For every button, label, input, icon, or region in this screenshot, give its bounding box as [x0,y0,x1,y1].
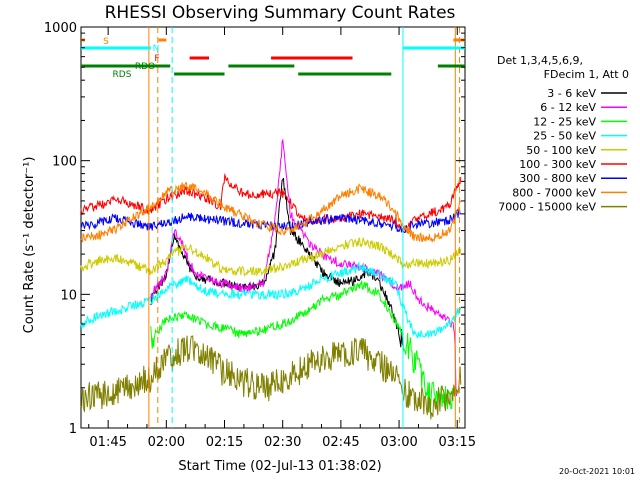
legend-label-3: 25 - 50 keV [533,130,596,143]
series-line-6 [80,208,462,234]
y-tick-label-3: 1000 [44,21,77,36]
y-tick-label-2: 100 [52,155,77,170]
series-line-7 [80,181,462,243]
x-tick-label-1: 02:00 [148,435,185,450]
y-tick-label-0: 1 [69,422,77,437]
x-axis-label: Start Time (02-Jul-13 01:38:02) [178,459,381,474]
legend-label-5: 100 - 300 keV [519,158,596,171]
x-tick-label-3: 02:30 [264,435,301,450]
legend-label-0: 3 - 6 keV [547,87,596,100]
series-line-8 [80,335,462,420]
plot-frame [80,26,466,429]
legend-label-6: 300 - 800 keV [519,172,596,185]
flag-label-s: S [103,37,109,47]
flag-label-n: N [153,44,160,54]
legend-label-2: 12 - 25 keV [533,115,596,128]
legend-label-7: 800 - 7000 keV [512,186,596,199]
legend-label-4: 50 - 100 keV [526,144,596,157]
series-line-3 [80,261,462,339]
legend-label-8: 7000 - 15000 keV [498,201,596,214]
series-line-1 [150,138,458,397]
flag-label-f: F [154,54,159,64]
legend-header-line1: Det 1,3,4,5,6,9, [497,54,583,67]
generated-timestamp: 20-Oct-2021 10:01 [559,467,635,476]
legend-header-line2: FDecim 1, Att 0 [544,68,629,81]
legend-label-1: 6 - 12 keV [540,101,596,114]
x-tick-label-5: 03:00 [380,435,417,450]
flag-label-rdo: RDO [135,62,155,72]
y-tick-label-1: 10 [60,288,77,303]
y-axis-label: Count Rate (s⁻¹ detector⁻¹) [22,157,37,334]
x-tick-label-2: 02:15 [206,435,243,450]
x-tick-label-6: 03:15 [439,435,476,450]
flag-label-rds: RDS [113,70,132,80]
x-tick-label-4: 02:45 [322,435,359,450]
x-tick-label-0: 01:45 [89,435,126,450]
chart-title: RHESSI Observing Summary Count Rates [105,3,456,23]
series-line-4 [80,237,462,277]
